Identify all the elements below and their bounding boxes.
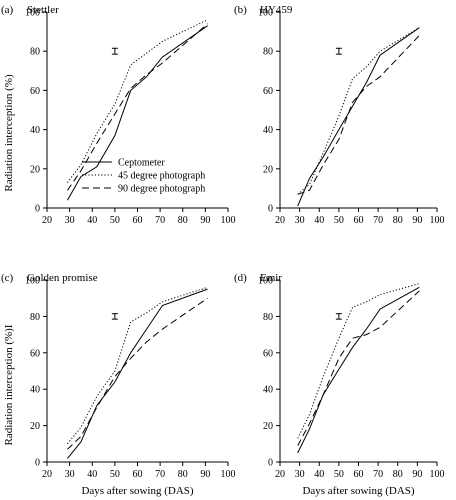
y-tick-label: 20 — [263, 421, 273, 432]
x-tick-label: 80 — [178, 215, 188, 226]
series-line-dashed — [297, 35, 420, 195]
y-tick-label: 80 — [30, 312, 40, 323]
x-tick-label: 20 — [275, 215, 285, 226]
series-line-solid — [297, 286, 420, 454]
error-bar — [111, 47, 118, 55]
y-tick-label: 0 — [268, 204, 273, 215]
x-tick-label: 70 — [155, 215, 165, 226]
x-tick-label: 20 — [275, 469, 285, 480]
y-tick-label: 20 — [30, 421, 40, 432]
x-tick-label: 30 — [65, 469, 75, 480]
series-line-dotted — [67, 286, 208, 445]
series-line-dashed — [66, 23, 208, 191]
panel-title: Golden promise — [27, 272, 98, 284]
x-tick-label: 40 — [87, 469, 97, 480]
x-tick-label: 70 — [373, 469, 383, 480]
x-tick-label: 60 — [354, 469, 364, 480]
x-tick-label: 90 — [412, 469, 422, 480]
y-tick-label: 60 — [30, 348, 40, 359]
x-tick-label: 60 — [133, 215, 143, 226]
x-tick-label: 70 — [373, 215, 383, 226]
y-tick-label: 80 — [30, 47, 40, 58]
y-tick-label: 100 — [258, 276, 273, 287]
series-line-dashed — [297, 290, 420, 446]
x-tick-label: 20 — [42, 215, 52, 226]
y-axis-title-bottom: Radiation interception (%)I — [3, 324, 15, 445]
x-tick-label: 80 — [178, 469, 188, 480]
y-axis-title-top: Radiation interception (%) — [3, 74, 15, 192]
x-tick-label: 90 — [200, 469, 210, 480]
x-tick-label: 50 — [110, 469, 120, 480]
panel-title: Emir — [260, 272, 282, 284]
y-tick-label: 0 — [35, 458, 40, 469]
x-tick-label: 50 — [334, 215, 344, 226]
x-tick-label: 90 — [200, 215, 210, 226]
error-bar — [111, 313, 118, 320]
x-tick-label: 100 — [221, 215, 236, 226]
x-tick-label: 70 — [155, 469, 165, 480]
series-line-dashed — [67, 297, 208, 450]
x-tick-label: 40 — [87, 215, 97, 226]
legend-label: 90 degree photograph — [118, 184, 205, 195]
panel-letter: (a) — [1, 4, 14, 16]
y-tick-label: 80 — [263, 47, 273, 58]
x-tick-label: 80 — [393, 469, 403, 480]
panel-letter: (b) — [234, 4, 247, 16]
y-tick-label: 40 — [30, 385, 40, 396]
y-tick-label: 0 — [35, 204, 40, 215]
x-tick-label: 60 — [354, 215, 364, 226]
x-tick-label: 30 — [295, 215, 305, 226]
y-tick-label: 80 — [263, 312, 273, 323]
error-bar — [335, 47, 342, 55]
y-tick-label: 0 — [268, 458, 273, 469]
panel-letter: (c) — [1, 272, 14, 284]
y-tick-label: 60 — [263, 348, 273, 359]
series-line-solid — [67, 288, 208, 459]
y-tick-label: 100 — [25, 276, 40, 287]
series-line-solid — [66, 25, 208, 201]
legend-label: Ceptometer — [118, 158, 165, 169]
series-line-solid — [297, 27, 420, 207]
x-tick-label: 40 — [314, 469, 324, 480]
y-tick-label: 20 — [263, 164, 273, 175]
y-tick-label: 40 — [263, 385, 273, 396]
series-line-dotted — [297, 283, 420, 439]
x-tick-label: 60 — [133, 469, 143, 480]
series-line-dotted — [297, 27, 420, 195]
panel-letter: (d) — [234, 272, 247, 284]
error-bar — [335, 313, 342, 320]
x-axis-title: Days after sowing (DAS) — [302, 485, 414, 497]
x-tick-label: 50 — [334, 469, 344, 480]
x-tick-label: 100 — [430, 469, 445, 480]
x-tick-label: 30 — [65, 215, 75, 226]
legend: Ceptometer 45 degree photograph 90 degree … — [82, 158, 205, 195]
x-tick-label: 40 — [314, 215, 324, 226]
series-line-dotted — [67, 19, 208, 183]
y-tick-label: 100 — [25, 8, 40, 19]
panel-title: HY459 — [260, 4, 293, 16]
x-tick-label: 50 — [110, 215, 120, 226]
x-tick-label: 100 — [430, 215, 445, 226]
x-axis-title: Days after sowing (DAS) — [81, 485, 193, 497]
y-tick-label: 40 — [263, 125, 273, 136]
legend-label: 45 degree photograph — [118, 171, 205, 182]
y-tick-label: 20 — [30, 164, 40, 175]
x-tick-label: 80 — [393, 215, 403, 226]
x-tick-label: 20 — [42, 469, 52, 480]
panel-title: Stettler — [27, 4, 59, 16]
y-tick-label: 60 — [263, 86, 273, 97]
y-tick-label: 60 — [30, 86, 40, 97]
y-tick-label: 100 — [258, 8, 273, 19]
x-tick-label: 90 — [412, 215, 422, 226]
x-tick-label: 30 — [295, 469, 305, 480]
x-tick-label: 100 — [221, 469, 236, 480]
y-tick-label: 40 — [30, 125, 40, 136]
